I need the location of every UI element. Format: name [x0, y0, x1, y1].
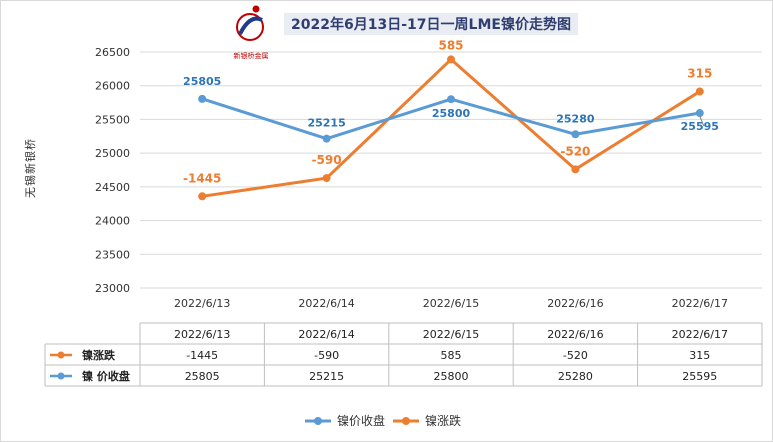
- legend-label: 镍价收盘: [337, 413, 385, 428]
- data-point-close: [695, 109, 704, 118]
- data-table: 2022/6/13 2022/6/14 2022/6/15 2022/6/16 2022…: [44, 322, 763, 387]
- data-label-change: -520: [560, 144, 590, 158]
- legend-marker: [314, 417, 322, 425]
- table-header-cell: 2022/6/15: [423, 328, 479, 341]
- data-label-close: 25215: [307, 117, 345, 130]
- legend: 镍价收盘 镍涨跌: [305, 413, 461, 428]
- y-tick-label: 26500: [95, 46, 130, 59]
- y-axis-label: 无锡新银桥: [23, 138, 37, 198]
- legend-marker: [402, 417, 410, 425]
- table-cell-change: -520: [563, 349, 588, 362]
- table-cell-change: 315: [689, 349, 710, 362]
- table-row-label-close: 镍 价收盘: [82, 369, 130, 383]
- data-point-change: [198, 192, 207, 201]
- legend-label: 镍涨跌: [425, 413, 461, 428]
- table-cell-close: 25595: [682, 370, 717, 383]
- series-lines: [198, 55, 704, 201]
- table-cell-change: -1445: [186, 349, 218, 362]
- y-axis-ticks: 23000 23500 24000 24500 25000 25500 26000 26500: [95, 46, 130, 295]
- data-point-close: [571, 130, 580, 139]
- x-tick-label: 2022/6/15: [423, 297, 479, 310]
- data-label-close: 25595: [681, 120, 719, 133]
- x-tick-label: 2022/6/14: [298, 297, 354, 310]
- y-tick-label: 24500: [95, 181, 130, 194]
- data-point-close: [447, 95, 455, 104]
- data-point-change: [322, 174, 331, 183]
- data-point-change: [695, 87, 704, 96]
- y-tick-label: 23500: [95, 248, 130, 261]
- table-header-cell: 2022/6/16: [547, 328, 603, 341]
- company-logo: 新银桥金属: [234, 5, 269, 60]
- x-tick-label: 2022/6/16: [547, 297, 603, 310]
- table-row-label-change: 镍涨跌: [82, 348, 116, 362]
- x-tick-label: 2022/6/13: [174, 297, 230, 310]
- table-cell-change: 585: [441, 349, 462, 362]
- data-label-close: 25800: [432, 107, 471, 120]
- data-label-change: 585: [438, 38, 463, 52]
- table-cell-close: 25805: [185, 370, 220, 383]
- y-tick-label: 25000: [95, 147, 130, 160]
- data-labels: 25805 25215 25800 25280 25595 -1445 -590 585 -52…: [183, 38, 719, 185]
- data-label-change: 315: [687, 66, 712, 80]
- data-label-change: -1445: [183, 171, 221, 185]
- table-cell-close: 25280: [558, 370, 593, 383]
- data-point-change: [447, 55, 455, 64]
- y-tick-label: 23000: [95, 282, 130, 295]
- data-point-close: [322, 134, 331, 143]
- y-tick-label: 25500: [95, 113, 130, 126]
- x-axis-ticks: 2022/6/13 2022/6/14 2022/6/15 2022/6/16 2022…: [174, 297, 728, 310]
- table-cell-close: 25800: [434, 370, 469, 383]
- data-point-close: [198, 94, 207, 103]
- data-label-close: 25805: [183, 75, 221, 88]
- title-background: [284, 13, 578, 35]
- table-cell-close: 25215: [309, 370, 344, 383]
- table-legend-marker-close: [57, 372, 65, 380]
- chart-title: 2022年6月13日-17日一周LME镍价走势图: [291, 16, 571, 33]
- label-leader-line: [699, 115, 705, 127]
- grid-lines: [140, 51, 762, 289]
- table-legend-marker-change: [57, 351, 65, 359]
- y-tick-label: 26000: [95, 80, 130, 93]
- data-label-change: -590: [312, 153, 342, 167]
- logo-caption: 新银桥金属: [234, 51, 269, 60]
- data-label-close: 25280: [556, 112, 595, 125]
- table-header-cell: 2022/6/14: [298, 328, 354, 341]
- table-header-cell: 2022/6/13: [174, 328, 230, 341]
- x-tick-label: 2022/6/17: [672, 297, 728, 310]
- table-header-cell: 2022/6/17: [672, 328, 728, 341]
- y-tick-label: 24000: [95, 215, 130, 228]
- table-cell-change: -590: [314, 349, 339, 362]
- data-point-change: [571, 165, 580, 174]
